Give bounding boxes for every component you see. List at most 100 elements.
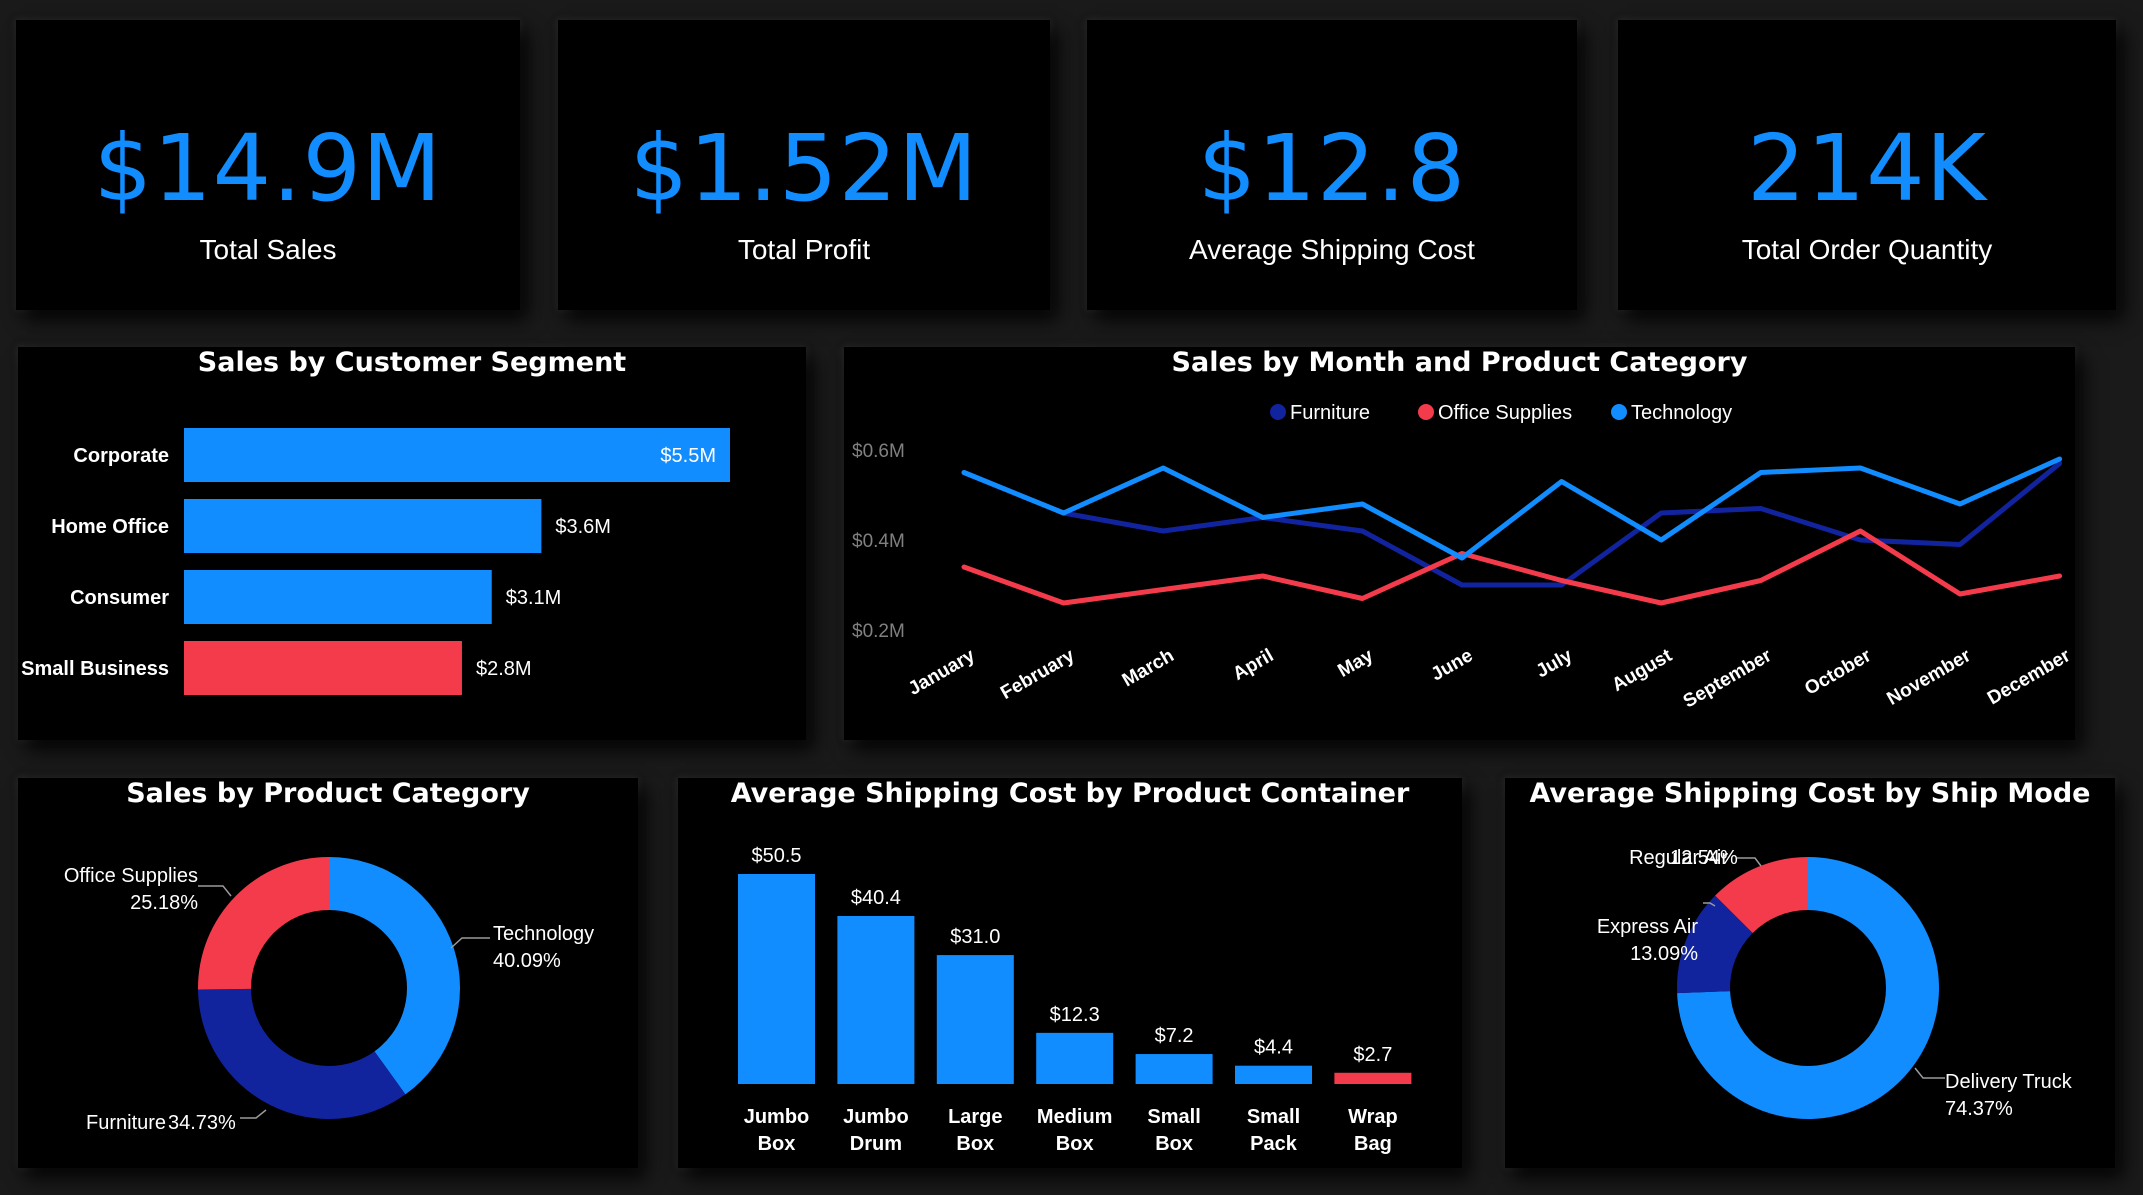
shipmode-donut-chart: Delivery Truck 74.37% Express Air 13.09% Reg… (1597, 847, 2073, 1120)
kpi-card-average-shipping-cost: $12.8 Average Shipping Cost (1087, 20, 1577, 310)
x-tick-label: September (1680, 645, 1776, 713)
container-bar (1036, 1032, 1114, 1084)
segment-data-label: $2.8M (476, 658, 532, 680)
slice-percent-label: 25.18% (130, 892, 198, 914)
container-category-label: Small (1247, 1106, 1300, 1128)
kpi-label: Total Order Quantity (1741, 234, 1993, 265)
kpi-value: $12.8 (1197, 115, 1467, 222)
segment-bar (184, 641, 462, 695)
leader-line (198, 885, 232, 897)
x-tick-label: May (1334, 645, 1377, 682)
slice-name-label: Delivery Truck (1945, 1071, 2073, 1093)
chart-title: Average Shipping Cost by Ship Mode (1529, 778, 2091, 809)
monthly-line-chart: $0.2M $0.4M $0.6M Furniture Office Supplies T… (852, 402, 2075, 713)
slice-name-label: Office Supplies (64, 865, 198, 887)
container-data-label: $40.4 (851, 887, 901, 909)
legend-marker (1418, 404, 1434, 420)
container-category-label: Box (758, 1133, 796, 1155)
segment-bar (184, 428, 730, 482)
category-donut-card: Sales by Product Category Technology 40.0… (18, 778, 638, 1168)
y-tick-label: $0.2M (852, 621, 905, 642)
segment-bar (184, 570, 492, 624)
kpi-label: Total Sales (199, 234, 337, 265)
segment-data-label: $5.5M (660, 445, 716, 467)
series-line-office-supplies (961, 528, 2063, 606)
container-category-label: Jumbo (843, 1106, 909, 1128)
container-bar (1235, 1065, 1312, 1084)
legend-marker (1270, 404, 1286, 420)
container-bar (837, 916, 915, 1084)
slice-percent-label: 13.09% (1630, 943, 1698, 965)
category-slice (198, 857, 329, 990)
container-bar (1334, 1072, 1412, 1084)
chart-title: Average Shipping Cost by Product Contain… (730, 778, 1410, 809)
category-slice (329, 857, 460, 1095)
slice-percent-label: 40.09% (493, 950, 561, 972)
container-category-label: Jumbo (744, 1106, 810, 1128)
chart-title: Sales by Product Category (126, 778, 530, 809)
kpi-card-total-profit: $1.52M Total Profit (558, 20, 1050, 310)
container-data-label: $2.7 (1353, 1044, 1392, 1066)
container-data-label: $31.0 (950, 926, 1000, 948)
slice-percent-label: 12.54% (1670, 847, 1738, 869)
monthly-chart-card: Sales by Month and Product Category $0.2… (844, 347, 2075, 740)
shipmode-slice (1677, 857, 1939, 1119)
leader-line (1737, 857, 1762, 867)
segment-bar-chart: Corporate $5.5M Home Office $3.6M Consumer $3… (21, 428, 730, 695)
x-tick-label: November (1884, 645, 1975, 710)
kpi-card-total-sales: $14.9M Total Sales (16, 20, 520, 310)
segment-data-label: $3.6M (555, 516, 611, 538)
category-slice (198, 988, 406, 1119)
container-chart-card: Average Shipping Cost by Product Contain… (678, 778, 1462, 1168)
x-tick-label: April (1229, 645, 1277, 685)
slice-percent-label: 34.73% (168, 1112, 236, 1134)
kpi-card-total-order-quantity: 214K Total Order Quantity (1618, 20, 2116, 310)
kpi-label: Average Shipping Cost (1189, 234, 1475, 265)
x-tick-label: January (905, 645, 979, 700)
kpi-value: $1.52M (629, 115, 979, 222)
chart-title: Sales by Month and Product Category (1171, 347, 1748, 378)
shipmode-slice (1715, 857, 1808, 933)
container-category-label: Wrap (1348, 1106, 1398, 1128)
x-tick-label: March (1119, 645, 1178, 691)
category-donut-chart: Technology 40.09% Furniture 34.73% Office Su… (64, 857, 594, 1134)
segment-bar (184, 499, 542, 553)
legend-label: Technology (1631, 402, 1732, 424)
shipmode-slice (1677, 895, 1753, 994)
container-category-label: Box (1155, 1133, 1193, 1155)
chart-title: Sales by Customer Segment (197, 347, 627, 378)
x-tick-label: February (997, 645, 1078, 704)
x-tick-label: October (1801, 645, 1875, 700)
x-tick-label: August (1609, 645, 1677, 696)
segment-category-label: Corporate (73, 445, 169, 467)
y-tick-label: $0.6M (852, 441, 905, 462)
container-data-label: $50.5 (751, 845, 801, 867)
slice-name-label: Regular Air (1629, 847, 1728, 869)
container-data-label: $4.4 (1254, 1037, 1293, 1059)
legend-marker (1611, 404, 1627, 420)
y-tick-label: $0.4M (852, 531, 905, 552)
x-tick-label: December (1984, 645, 2075, 709)
container-bar (936, 955, 1014, 1084)
slice-name-label: Express Air (1597, 916, 1698, 938)
legend-label: Furniture (1290, 402, 1370, 424)
container-data-label: $7.2 (1155, 1025, 1194, 1047)
slice-name-label: Furniture (86, 1112, 166, 1134)
container-category-label: Box (956, 1133, 994, 1155)
container-category-label: Pack (1250, 1133, 1298, 1155)
container-category-label: Drum (850, 1133, 902, 1155)
slice-percent-label: 74.37% (1945, 1098, 2013, 1120)
kpi-value: $14.9M (93, 115, 443, 222)
container-data-label: $12.3 (1050, 1004, 1100, 1026)
segment-data-label: $3.1M (506, 587, 562, 609)
container-category-label: Medium (1037, 1106, 1113, 1128)
series-line-technology (961, 456, 2063, 561)
container-bar-chart: $50.5 Jumbo Box $40.4 Jumbo Drum $31.0 Large Box… (738, 845, 1412, 1155)
container-category-label: Large (948, 1106, 1002, 1128)
segment-category-label: Consumer (70, 587, 169, 609)
leader-line (1914, 1067, 1945, 1079)
container-bar (738, 874, 815, 1084)
kpi-value: 214K (1747, 115, 1987, 222)
leader-line (450, 937, 490, 949)
leader-line (1703, 902, 1716, 907)
